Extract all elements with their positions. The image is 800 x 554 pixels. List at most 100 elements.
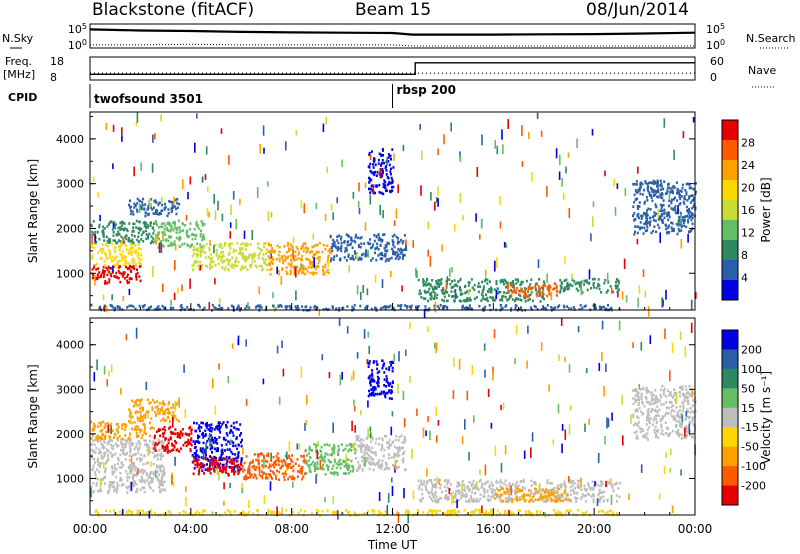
power-noise-cell: [325, 117, 328, 125]
velocity-cell: [271, 477, 273, 480]
power-cell: [654, 214, 657, 217]
velocity-cell: [232, 444, 235, 448]
velocity-cell: [168, 420, 171, 423]
power-cell: [387, 242, 390, 245]
velocity-cell: [140, 453, 143, 457]
velocity-cell: [174, 432, 177, 436]
power-cell: [307, 265, 310, 269]
velocity-cell: [530, 484, 533, 487]
velocity-cell: [370, 457, 373, 460]
velocity-cell: [488, 483, 491, 487]
power-cell: [298, 269, 301, 272]
power-cell: [387, 182, 390, 185]
power-cell: [166, 222, 169, 225]
power-cell: [540, 307, 543, 311]
power-cell: [271, 248, 274, 252]
power-cell: [513, 290, 516, 294]
velocity-cell: [306, 463, 309, 467]
velocity-cell: [96, 477, 99, 481]
power-cell: [167, 221, 170, 224]
power-cell: [537, 290, 540, 293]
velocity-cell: [490, 481, 493, 484]
power-cell: [609, 307, 612, 311]
velocity-cell: [342, 472, 345, 475]
velocity-cell: [226, 508, 229, 512]
power-cell: [150, 241, 152, 245]
power-noise-cell: [259, 144, 261, 154]
power-cell: [259, 251, 261, 255]
power-noise-cell: [638, 285, 641, 294]
power-cell: [127, 281, 130, 284]
velocity-cell: [152, 398, 154, 402]
velocity-cell: [458, 491, 461, 495]
power-noise-cell: [637, 166, 639, 174]
velocity-cell: [333, 460, 336, 464]
power-cell: [678, 229, 681, 233]
velocity-cell: [599, 491, 601, 495]
power-cell: [105, 266, 108, 270]
power-cell: [152, 232, 155, 235]
power-cell: [218, 304, 221, 307]
velocity-cell: [501, 499, 504, 503]
power-cell: [655, 230, 657, 234]
velocity-cell: [214, 465, 216, 468]
power-cell: [514, 289, 517, 293]
power-noise-cell: [494, 140, 496, 149]
power-cell: [246, 243, 249, 247]
velocity-cell: [201, 433, 204, 436]
velocity-cell: [431, 483, 434, 487]
velocity-cell: [619, 482, 621, 485]
power-cell: [126, 281, 129, 285]
power-cell: [506, 283, 509, 286]
velocity-cell: [611, 484, 614, 488]
velocity-cell: [433, 478, 436, 482]
power-cell: [475, 296, 478, 299]
velocity-cell: [613, 483, 616, 486]
power-cell: [283, 245, 286, 248]
velocity-cell: [472, 479, 475, 483]
power-cell: [369, 191, 372, 194]
velocity-cell: [455, 490, 457, 493]
power-cell: [473, 283, 476, 287]
velocity-cell: [557, 497, 560, 501]
velocity-cell: [221, 465, 224, 469]
power-cell: [536, 291, 539, 294]
velocity-cell: [388, 441, 390, 445]
velocity-cell: [558, 494, 561, 498]
velocity-cell: [202, 441, 205, 445]
power-cell: [124, 261, 127, 265]
velocity-cell: [368, 374, 371, 378]
velocity-cell: [92, 428, 95, 431]
velocity-cell: [432, 496, 435, 499]
power-cell: [241, 247, 244, 250]
velocity-cell: [208, 467, 211, 470]
velocity-cell: [567, 494, 570, 497]
power-cell: [652, 179, 655, 183]
velocity-cell: [580, 496, 583, 499]
velocity-cell: [241, 438, 243, 442]
power-cell: [461, 306, 464, 309]
power-cell: [104, 282, 107, 285]
power-cell: [672, 191, 674, 195]
velocity-cell: [545, 494, 548, 498]
power-cell: [294, 258, 297, 261]
power-cell: [159, 307, 161, 311]
velocity-cell: [142, 408, 144, 412]
velocity-cell: [378, 370, 381, 373]
velocity-cell: [377, 377, 380, 380]
power-cell: [140, 253, 143, 257]
power-cell: [351, 257, 354, 260]
power-noise-cell: [292, 248, 294, 260]
velocity-cell: [116, 422, 119, 426]
velocity-cell: [135, 466, 138, 469]
velocity-cell: [100, 442, 103, 446]
power-cell: [492, 298, 495, 302]
velocity-cell: [134, 399, 137, 403]
power-cell: [257, 256, 260, 260]
velocity-cell: [100, 421, 103, 425]
power-noise-cell: [214, 278, 216, 285]
velocity-cell: [194, 442, 196, 446]
power-cell: [268, 262, 271, 265]
power-cell: [133, 259, 136, 263]
velocity-cell: [117, 458, 120, 462]
